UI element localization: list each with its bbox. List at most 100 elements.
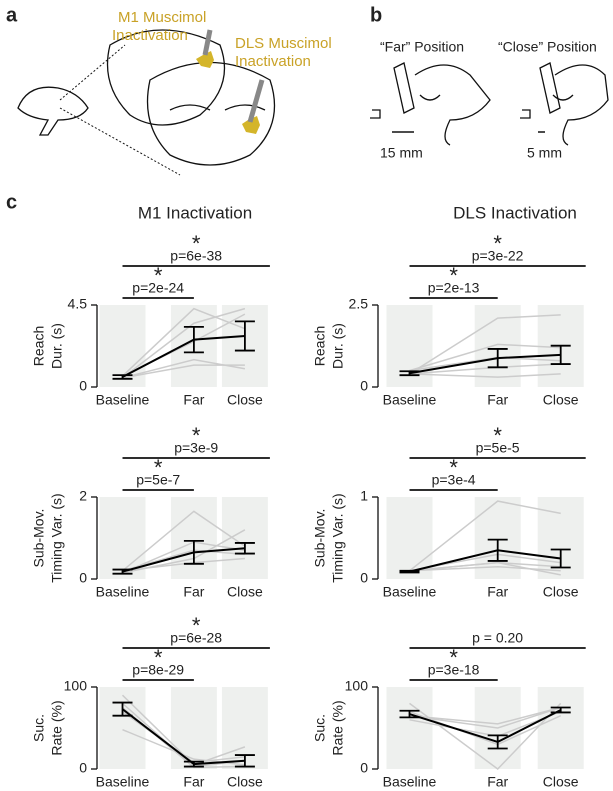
individual-line (409, 565, 561, 572)
error-bar (487, 734, 508, 750)
y-tick-label: 0 (79, 760, 87, 776)
error-bar (112, 701, 133, 717)
error-bar (183, 325, 204, 354)
x-tick-label: Baseline (383, 392, 437, 408)
x-tick-label: Close (543, 584, 579, 600)
projection-line (59, 44, 126, 101)
error-bar (112, 568, 133, 575)
x-tick-label: Baseline (383, 774, 437, 790)
p-value: p=3e-18 (428, 662, 480, 678)
y-tick-label: 0 (79, 570, 87, 586)
p-value: p = 0.20 (472, 630, 523, 646)
individual-line (409, 500, 561, 572)
error-bar (399, 569, 420, 574)
panel-label: a (6, 4, 18, 26)
y-tick-label: 100 (64, 678, 88, 694)
error-bar (399, 709, 420, 719)
x-tick-label: Close (543, 774, 579, 790)
p-value: p=5e-5 (476, 440, 520, 456)
y-axis-label: Dur. (s) (49, 323, 65, 369)
y-axis-label: Reach (312, 326, 328, 366)
injection-site (242, 116, 260, 134)
column-title: DLS Inactivation (453, 203, 577, 222)
significance-star: * (449, 645, 458, 670)
error-bar (550, 548, 571, 569)
significance-star: * (192, 231, 201, 256)
significance-star: * (493, 423, 502, 448)
brain-detail (169, 104, 266, 111)
pellet (370, 109, 381, 119)
y-axis-label: Timing Var. (s) (330, 493, 346, 582)
individual-line (122, 510, 246, 572)
y-axis-label: Rate (%) (330, 700, 346, 755)
category-band (170, 687, 217, 769)
category-band (386, 497, 433, 579)
individual-line (122, 728, 245, 766)
diagram-a: M1 Muscimol Inactivation DLS Muscimol In… (17, 9, 332, 176)
scale-label: 5 mm (527, 145, 562, 161)
projection-line (59, 107, 181, 176)
significance-star: * (154, 455, 163, 480)
error-bar (550, 344, 571, 365)
scale-label: 15 mm (380, 145, 423, 161)
significance-star: * (154, 645, 163, 670)
error-bar (112, 374, 133, 380)
category-band (99, 497, 146, 579)
x-tick-label: Close (227, 774, 263, 790)
error-bar (183, 539, 204, 565)
p-value: p=6e-38 (170, 248, 222, 264)
y-axis-label: Suc. (312, 714, 328, 742)
y-tick-label: 100 (345, 678, 369, 694)
cannula (202, 29, 213, 56)
significance-star: * (192, 613, 201, 638)
x-tick-label: Baseline (96, 774, 150, 790)
significance-star: * (449, 455, 458, 480)
far-label: “Far” Position (380, 39, 464, 55)
y-axis-label: Dur. (s) (330, 323, 346, 369)
error-bar (183, 760, 204, 768)
y-axis-label: Reach (31, 326, 47, 366)
category-band (170, 497, 217, 579)
x-tick-label: Far (487, 584, 508, 600)
x-tick-label: Close (227, 392, 263, 408)
individual-line (122, 364, 245, 379)
diagram-b: “Far” Position “Close” Position 15 mm 5 … (370, 39, 609, 161)
y-axis-label: Suc. (31, 714, 47, 742)
y-tick-label: 0 (360, 570, 368, 586)
individual-line (409, 706, 561, 725)
individual-line (409, 343, 561, 372)
p-value: p=3e-9 (174, 440, 218, 456)
error-bar (234, 754, 255, 768)
cannula (247, 79, 265, 123)
y-tick-label: 0 (360, 378, 368, 394)
p-value: p=2e-13 (428, 280, 480, 296)
significance-star: * (154, 263, 163, 288)
close-label: “Close” Position (498, 39, 597, 55)
significance-star: * (449, 263, 458, 288)
p-value: p=2e-24 (132, 280, 184, 296)
y-tick-label: 2 (79, 488, 87, 504)
p-value: p=8e-29 (132, 662, 184, 678)
pellet (520, 109, 531, 119)
m1-label: Inactivation (112, 27, 188, 44)
x-tick-label: Far (487, 392, 508, 408)
x-tick-label: Far (183, 774, 204, 790)
x-tick-label: Far (183, 392, 204, 408)
mouse (17, 86, 89, 136)
y-tick-label: 0 (360, 760, 368, 776)
panel-label: b (370, 4, 382, 26)
mouse-head (414, 64, 491, 146)
individual-line (122, 307, 246, 379)
dls-label: DLS Muscimol (235, 35, 332, 52)
individual-line (409, 314, 561, 375)
x-tick-label: Baseline (96, 584, 150, 600)
panel-label: c (6, 191, 17, 213)
p-value: p=3e-22 (472, 248, 524, 264)
significance-star: * (192, 423, 201, 448)
error-bar (234, 320, 255, 352)
window (539, 62, 561, 114)
y-axis-label: Timing Var. (s) (49, 493, 65, 582)
dls-label: Inactivation (235, 53, 311, 70)
y-tick-label: 2.5 (349, 296, 369, 312)
